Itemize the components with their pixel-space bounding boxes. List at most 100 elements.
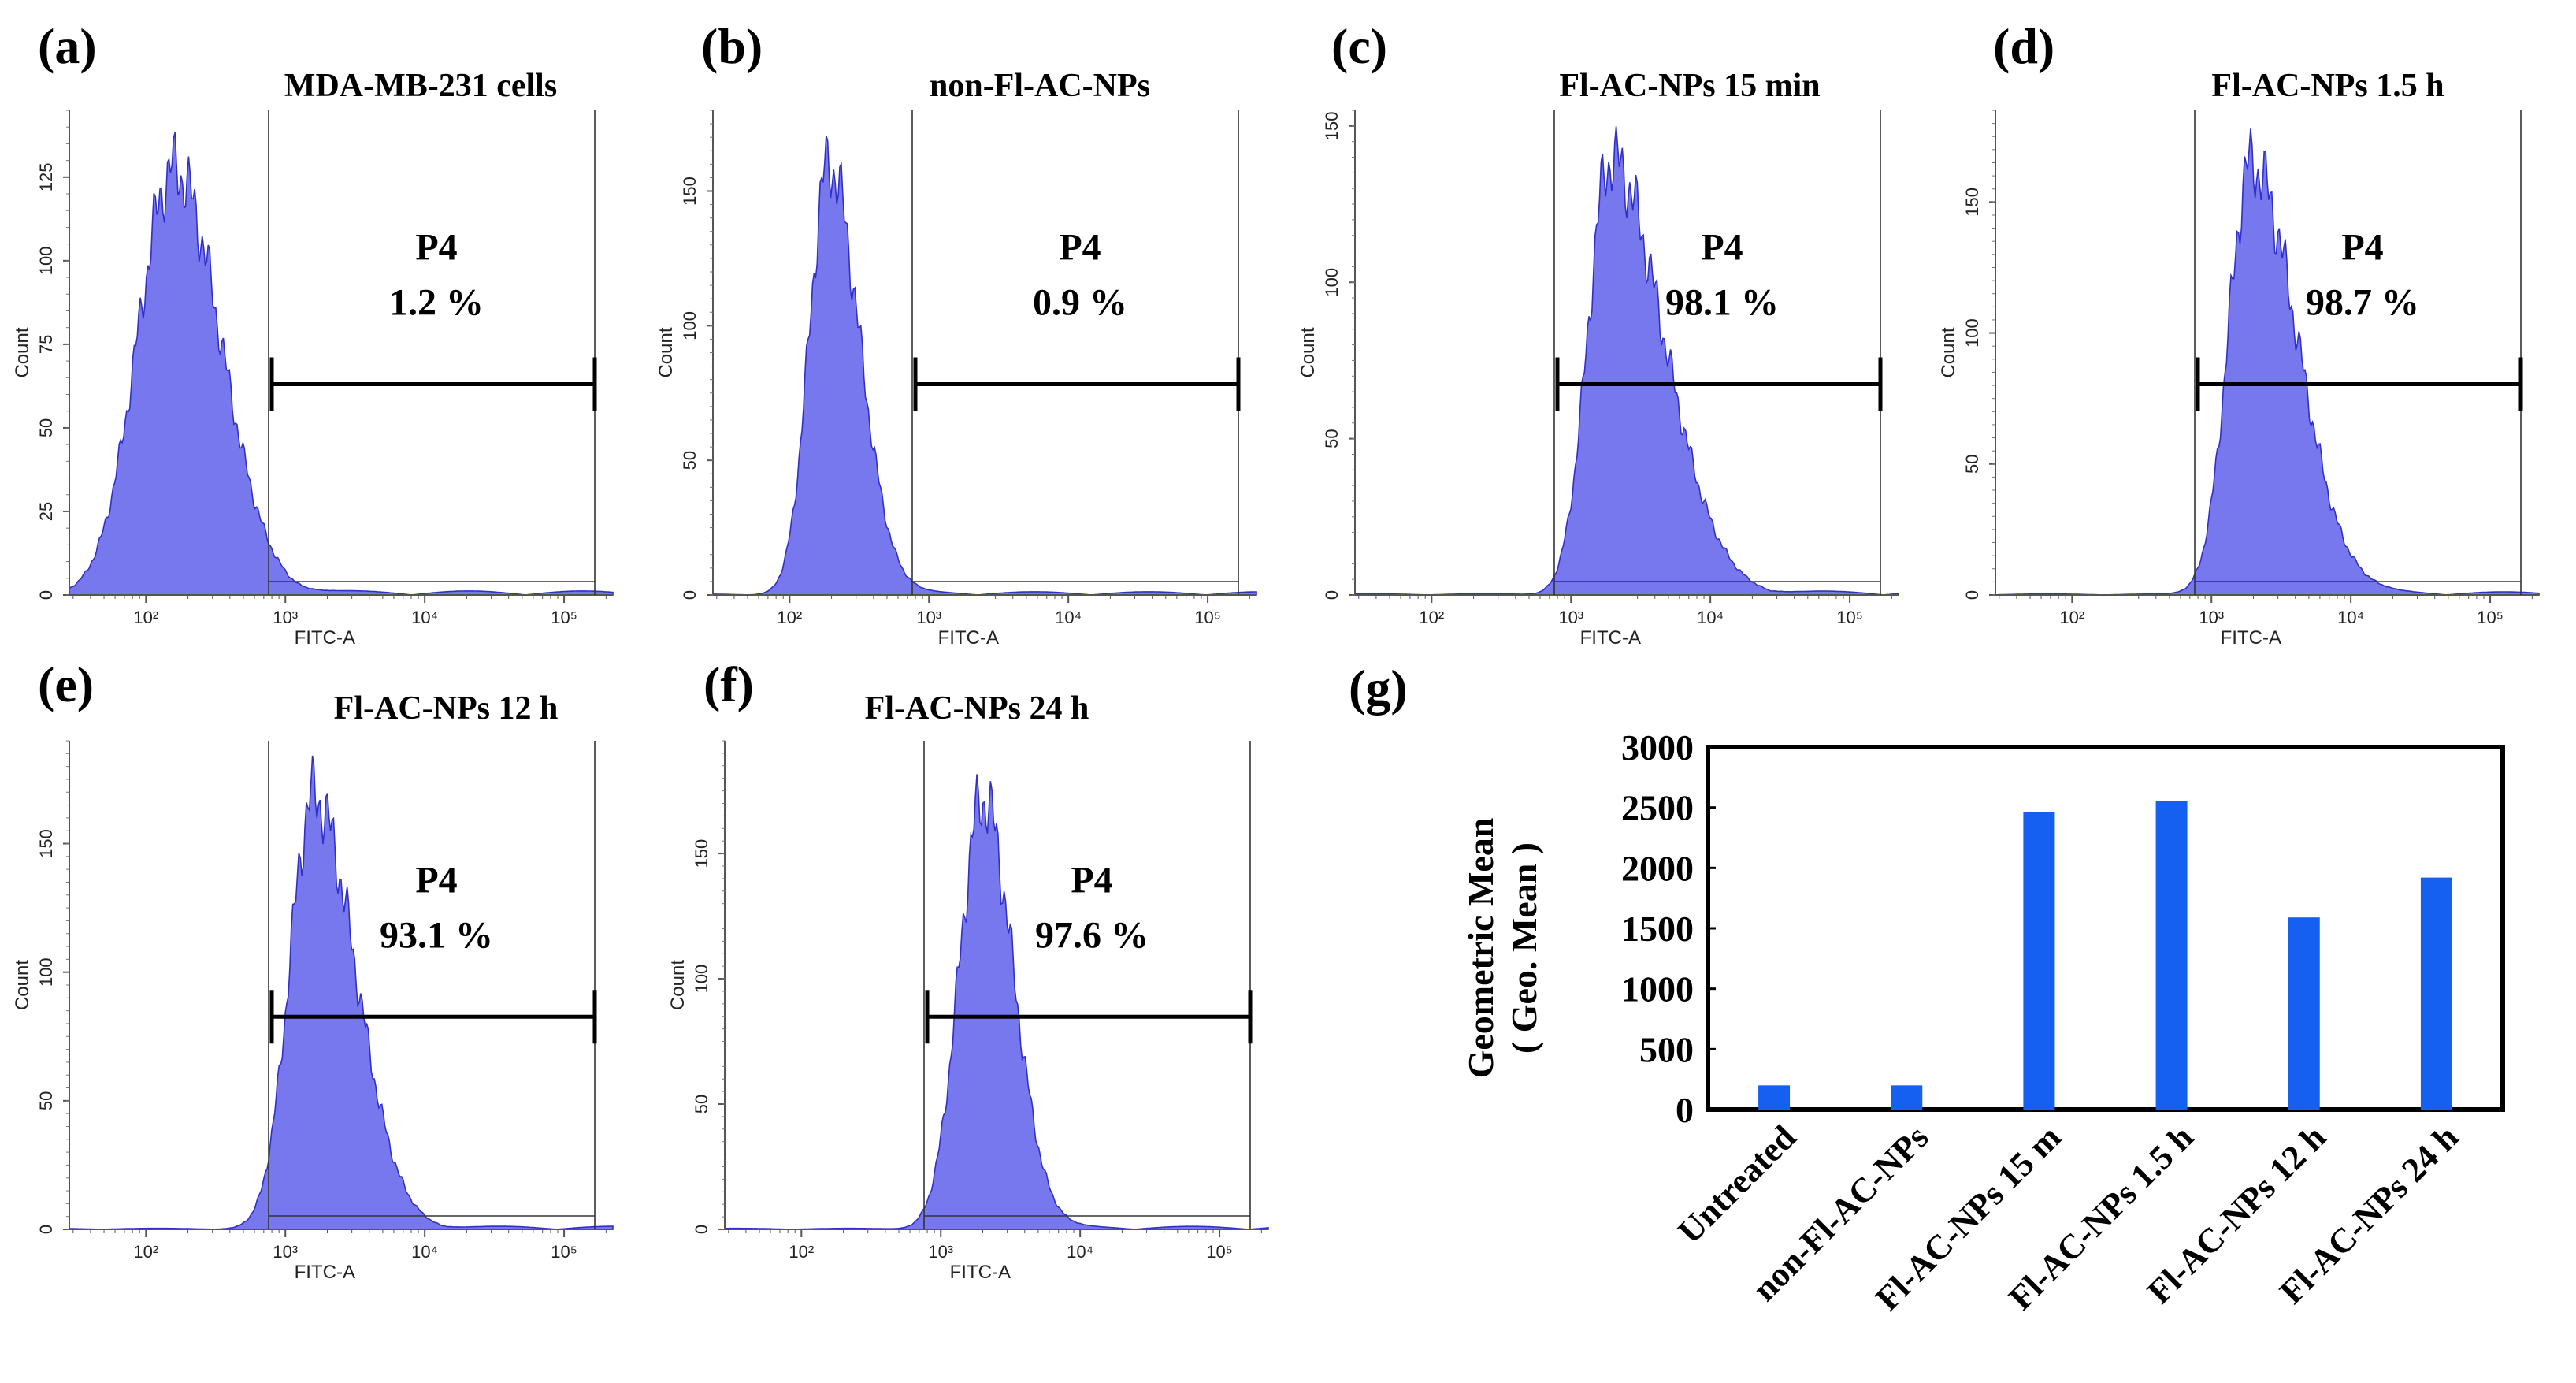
y-axis-label-sub: ( Geo. Mean ) <box>1504 842 1544 1054</box>
panel-title: non-Fl-AC-NPs <box>930 68 1150 104</box>
y-axis-label: Count <box>667 960 689 1010</box>
gate-name: P4 <box>1071 859 1112 901</box>
panel-title: Fl-AC-NPs 12 h <box>334 690 559 727</box>
x-tick-label: 10² <box>789 1242 814 1262</box>
y-tick-label: 100 <box>680 311 700 340</box>
gate-percent: 98.7 % <box>2306 281 2419 323</box>
bar <box>2288 917 2320 1110</box>
x-axis-label: FITC-A <box>950 1262 1011 1283</box>
histogram-area <box>1354 126 1899 596</box>
panel-letter: (d) <box>1993 18 2054 74</box>
x-tick-label: 10³ <box>273 1242 298 1262</box>
y-tick-label: 1000 <box>1621 969 1694 1009</box>
x-axis-label: FITC-A <box>295 627 355 649</box>
gate-percent: 98.1 % <box>1665 281 1779 323</box>
y-axis-label: Count <box>1938 327 1959 377</box>
y-tick-label: 100 <box>692 965 711 994</box>
x-tick-label: 10³ <box>1558 608 1583 627</box>
y-tick-label: 150 <box>680 177 700 206</box>
x-tick-label: 10⁵ <box>551 1242 577 1262</box>
x-tick-label: 10² <box>777 608 802 627</box>
x-tick-label: 10⁵ <box>1206 1242 1233 1262</box>
histogram-area <box>69 755 614 1230</box>
x-axis-label: FITC-A <box>2221 627 2281 649</box>
y-tick-label: 150 <box>1962 188 1982 217</box>
x-tick-label: 10⁴ <box>411 608 438 627</box>
gate-name: P4 <box>1059 226 1101 268</box>
y-tick-label: 50 <box>36 418 56 437</box>
y-tick-label: 100 <box>36 247 56 276</box>
gate-percent: 0.9 % <box>1033 281 1127 323</box>
histogram-area <box>69 132 614 596</box>
y-tick-label: 25 <box>36 502 56 521</box>
x-tick-label: 10³ <box>916 608 941 627</box>
x-tick-label: 10³ <box>928 1242 953 1262</box>
y-tick-label: 50 <box>1322 429 1342 448</box>
y-axis-label: Geometric Mean <box>1461 818 1501 1079</box>
y-tick-label: 2500 <box>1621 788 1694 828</box>
gate-name: P4 <box>2341 226 2383 268</box>
x-tick-label: 10² <box>133 608 158 627</box>
x-tick-label: 10⁵ <box>1836 608 1863 627</box>
y-axis-label: Count <box>12 327 33 377</box>
panel-letter: (f) <box>703 656 754 712</box>
y-tick-label: 1500 <box>1621 909 1694 949</box>
plot-frame <box>1706 745 2505 1112</box>
y-axis-label: Count <box>1297 327 1319 377</box>
bar <box>2023 812 2055 1110</box>
panel-letter: (g) <box>1349 660 1408 716</box>
x-tick-label: 10⁴ <box>1055 608 1082 627</box>
x-axis-label: FITC-A <box>1580 627 1641 649</box>
y-tick-label: 100 <box>36 957 56 987</box>
x-tick-label: 10⁵ <box>1194 608 1221 627</box>
x-tick-label: 10⁵ <box>2477 608 2504 627</box>
y-tick-label: 50 <box>680 451 700 470</box>
x-axis-label: FITC-A <box>295 1262 355 1283</box>
bar <box>1891 1085 1923 1110</box>
y-tick-label: 100 <box>1322 268 1342 297</box>
x-category-label: Untreated <box>1670 1117 1803 1251</box>
bar <box>2420 877 2452 1110</box>
y-tick-label: 150 <box>692 839 711 868</box>
bar <box>2155 801 2188 1110</box>
x-tick-label: 10⁵ <box>551 608 577 627</box>
bar <box>1758 1085 1791 1110</box>
gate-name: P4 <box>1701 226 1743 268</box>
y-tick-label: 500 <box>1639 1029 1694 1069</box>
x-axis-label: FITC-A <box>938 627 999 649</box>
y-tick-label: 150 <box>1322 111 1342 140</box>
panel-letter: (c) <box>1331 18 1387 74</box>
y-tick-label: 50 <box>1962 455 1982 474</box>
x-tick-label: 10² <box>133 1242 158 1262</box>
y-tick-label: 0 <box>1322 590 1342 600</box>
y-tick-label: 100 <box>1962 318 1982 348</box>
x-tick-label: 10² <box>2059 608 2084 627</box>
x-tick-label: 10⁴ <box>411 1242 438 1262</box>
y-axis-label: Count <box>12 960 33 1010</box>
panel-letter: (b) <box>701 18 763 74</box>
y-tick-label: 75 <box>36 335 56 354</box>
gate-name: P4 <box>415 226 457 268</box>
x-tick-label: 10⁴ <box>2337 608 2364 627</box>
panel-title: Fl-AC-NPs 1.5 h <box>2211 68 2444 104</box>
x-tick-label: 10³ <box>273 608 298 627</box>
y-tick-label: 0 <box>36 1225 56 1234</box>
panel-title: Fl-AC-NPs 24 h <box>865 690 1089 727</box>
y-tick-label: 2000 <box>1621 848 1694 888</box>
panel-title: Fl-AC-NPs 15 min <box>1559 68 1820 104</box>
y-tick-label: 3000 <box>1621 727 1694 768</box>
x-tick-label: 10³ <box>2199 608 2224 627</box>
gate-percent: 93.1 % <box>380 914 493 956</box>
y-tick-label: 0 <box>36 590 56 600</box>
y-tick-label: 150 <box>36 829 56 858</box>
histogram-area <box>724 774 1269 1230</box>
x-tick-label: 10⁴ <box>1697 608 1724 627</box>
y-tick-label: 0 <box>1676 1090 1694 1130</box>
y-axis-label: Count <box>655 327 677 377</box>
panel-letter: (e) <box>38 656 94 712</box>
gate-percent: 1.2 % <box>389 281 484 323</box>
panel-title: MDA-MB-231 cells <box>284 68 557 104</box>
y-tick-label: 0 <box>1962 590 1982 600</box>
x-tick-label: 10² <box>1419 608 1444 627</box>
